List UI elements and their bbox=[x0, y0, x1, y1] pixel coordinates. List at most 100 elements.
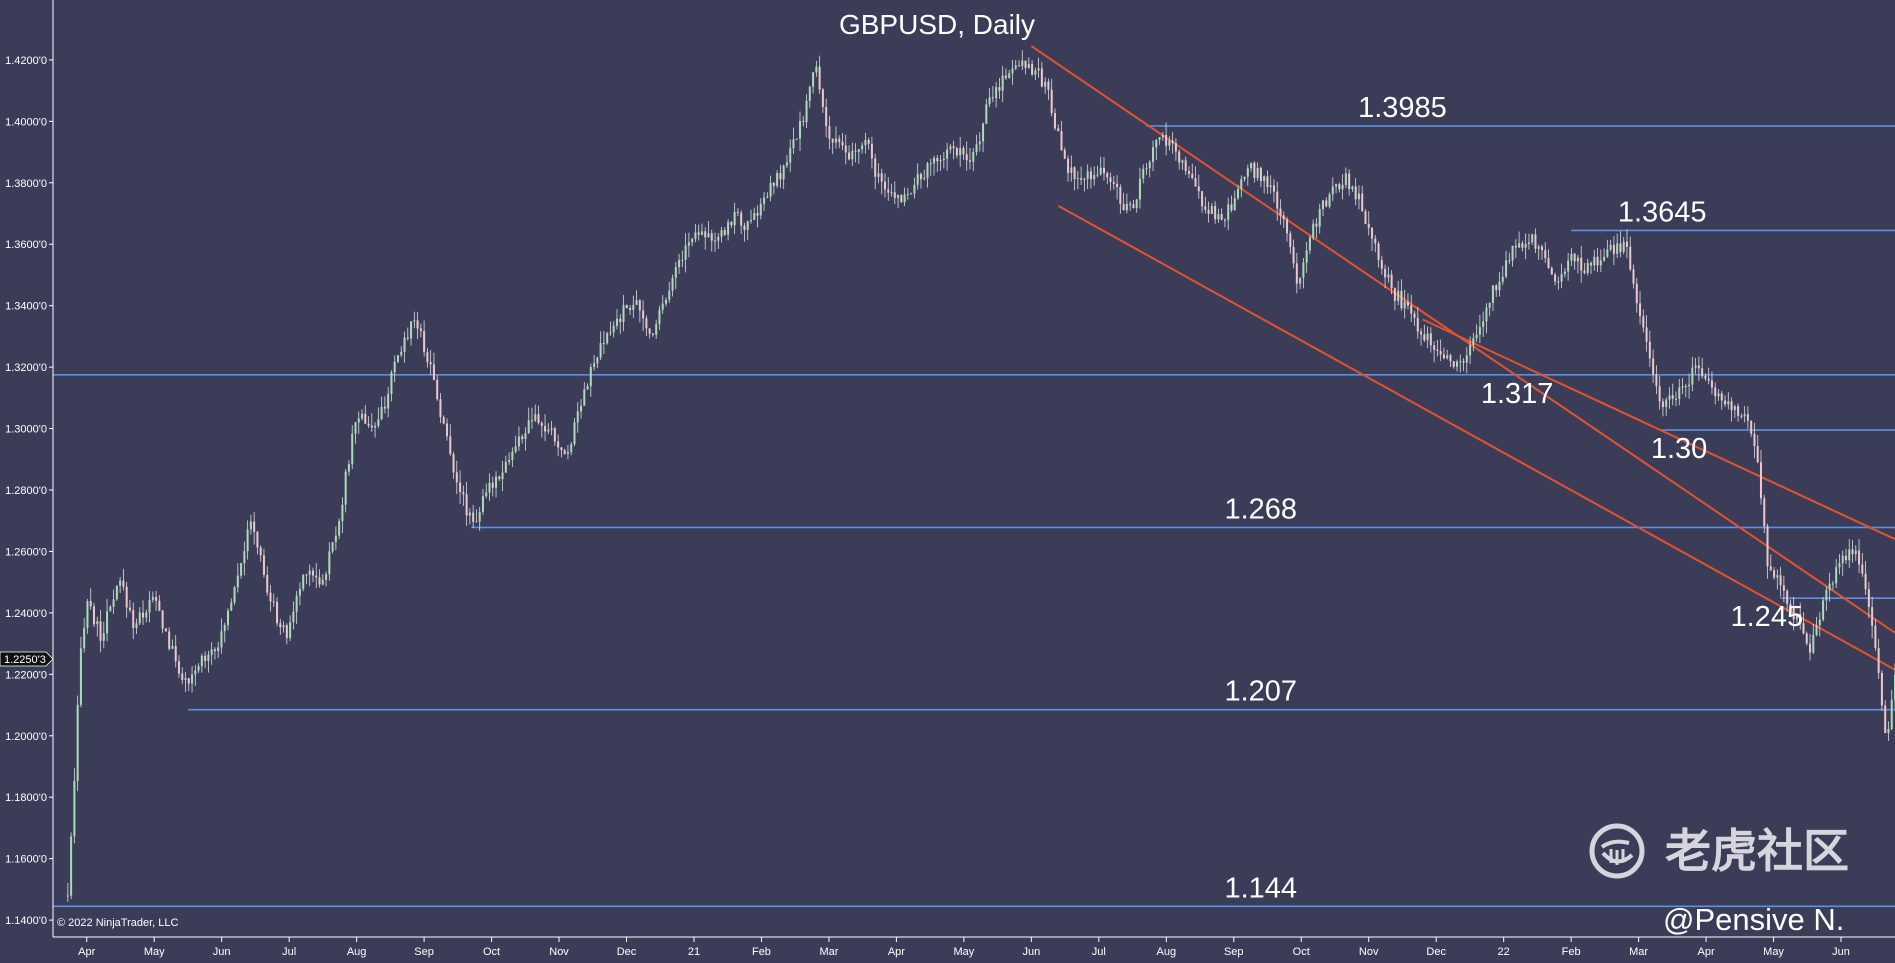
candle bbox=[848, 145, 851, 161]
candle-body bbox=[459, 482, 462, 493]
candle-body bbox=[589, 367, 592, 387]
candle bbox=[1341, 174, 1344, 200]
candle bbox=[1609, 239, 1612, 252]
candle-body bbox=[122, 580, 125, 587]
candle bbox=[400, 346, 403, 358]
candle-body bbox=[1465, 355, 1468, 363]
candle bbox=[1537, 244, 1540, 260]
candle-body bbox=[112, 599, 115, 607]
candle-body bbox=[1593, 256, 1596, 266]
candle-body bbox=[1557, 281, 1560, 283]
candle bbox=[560, 446, 563, 458]
candle-body bbox=[1459, 361, 1462, 363]
candle-body bbox=[1544, 250, 1547, 259]
candle-body bbox=[691, 238, 694, 243]
candle-body bbox=[834, 138, 837, 143]
candle-body bbox=[1547, 258, 1550, 268]
candle-body bbox=[1740, 415, 1743, 417]
level-label: 1.245 bbox=[1731, 601, 1804, 633]
candle bbox=[730, 220, 733, 229]
candle-body bbox=[1681, 386, 1684, 388]
candle bbox=[978, 132, 981, 152]
candle bbox=[1766, 523, 1769, 579]
candle bbox=[1658, 376, 1661, 410]
candle bbox=[1877, 638, 1880, 680]
candle bbox=[792, 127, 795, 155]
candle bbox=[462, 485, 465, 507]
candle-body bbox=[1648, 341, 1651, 359]
candle-body bbox=[197, 666, 200, 671]
candle-body bbox=[1642, 316, 1645, 328]
candle-body bbox=[919, 173, 922, 180]
candle-body bbox=[580, 405, 583, 412]
candle-body bbox=[812, 72, 815, 87]
y-tick-label: 1.3800'0 bbox=[5, 178, 47, 190]
candle-body bbox=[1138, 178, 1141, 200]
candle bbox=[1367, 211, 1370, 236]
candle-body bbox=[962, 148, 965, 155]
candle bbox=[1227, 197, 1230, 231]
candle bbox=[282, 621, 285, 633]
y-tick-label: 1.1400'0 bbox=[5, 915, 47, 927]
candle bbox=[1187, 166, 1190, 179]
candle bbox=[1590, 261, 1593, 274]
x-tick-label: 21 bbox=[688, 946, 700, 958]
candle-body bbox=[563, 450, 566, 454]
candle-body bbox=[1720, 393, 1723, 401]
candle bbox=[1518, 231, 1521, 249]
candle-body bbox=[926, 163, 929, 179]
candle-body bbox=[1776, 575, 1779, 578]
candle bbox=[671, 274, 674, 297]
candle-body bbox=[1416, 317, 1419, 332]
candle-body bbox=[1410, 305, 1413, 314]
candle-body bbox=[828, 126, 831, 139]
candle bbox=[625, 304, 628, 309]
candle-body bbox=[1060, 131, 1063, 150]
candle-body bbox=[184, 678, 187, 681]
candle bbox=[432, 352, 435, 381]
candle bbox=[998, 77, 1001, 99]
candle-body bbox=[315, 575, 318, 578]
candle-body bbox=[226, 610, 230, 626]
current-price-tag: 1.2250'3 bbox=[0, 651, 54, 667]
candle-body bbox=[939, 159, 942, 162]
candle-body bbox=[1717, 393, 1720, 397]
candle bbox=[217, 641, 220, 659]
candle-body bbox=[1269, 185, 1272, 188]
candle-body bbox=[1550, 267, 1553, 275]
candle-body bbox=[354, 422, 357, 434]
candle-body bbox=[1233, 198, 1236, 211]
candle bbox=[645, 315, 648, 336]
candle bbox=[328, 542, 331, 581]
candle bbox=[1616, 233, 1619, 259]
candle bbox=[1361, 185, 1364, 212]
candle bbox=[746, 220, 749, 241]
candle bbox=[498, 475, 501, 482]
candle bbox=[632, 295, 635, 319]
candle bbox=[1495, 284, 1498, 298]
candle-body bbox=[1361, 193, 1364, 212]
x-tick-label: Jul bbox=[1092, 946, 1106, 958]
level-label: 1.268 bbox=[1224, 493, 1297, 525]
candle bbox=[1838, 554, 1841, 575]
candle bbox=[1694, 357, 1697, 375]
candle bbox=[638, 298, 641, 323]
candle bbox=[481, 489, 484, 515]
candle-body bbox=[1786, 590, 1789, 604]
candle bbox=[246, 520, 249, 560]
candle-body bbox=[233, 587, 236, 603]
candle-body bbox=[1266, 176, 1269, 188]
candle-body bbox=[1420, 331, 1423, 335]
candle bbox=[1174, 138, 1177, 161]
candle bbox=[504, 455, 507, 473]
candle bbox=[256, 530, 259, 555]
candle bbox=[308, 564, 311, 587]
candle bbox=[933, 155, 936, 176]
candle-body bbox=[1308, 237, 1311, 251]
candle bbox=[1681, 377, 1684, 395]
candle bbox=[609, 321, 612, 336]
candle-body bbox=[772, 182, 775, 186]
candles-group bbox=[66, 50, 1895, 902]
candle bbox=[1491, 284, 1494, 312]
candle bbox=[959, 136, 962, 167]
